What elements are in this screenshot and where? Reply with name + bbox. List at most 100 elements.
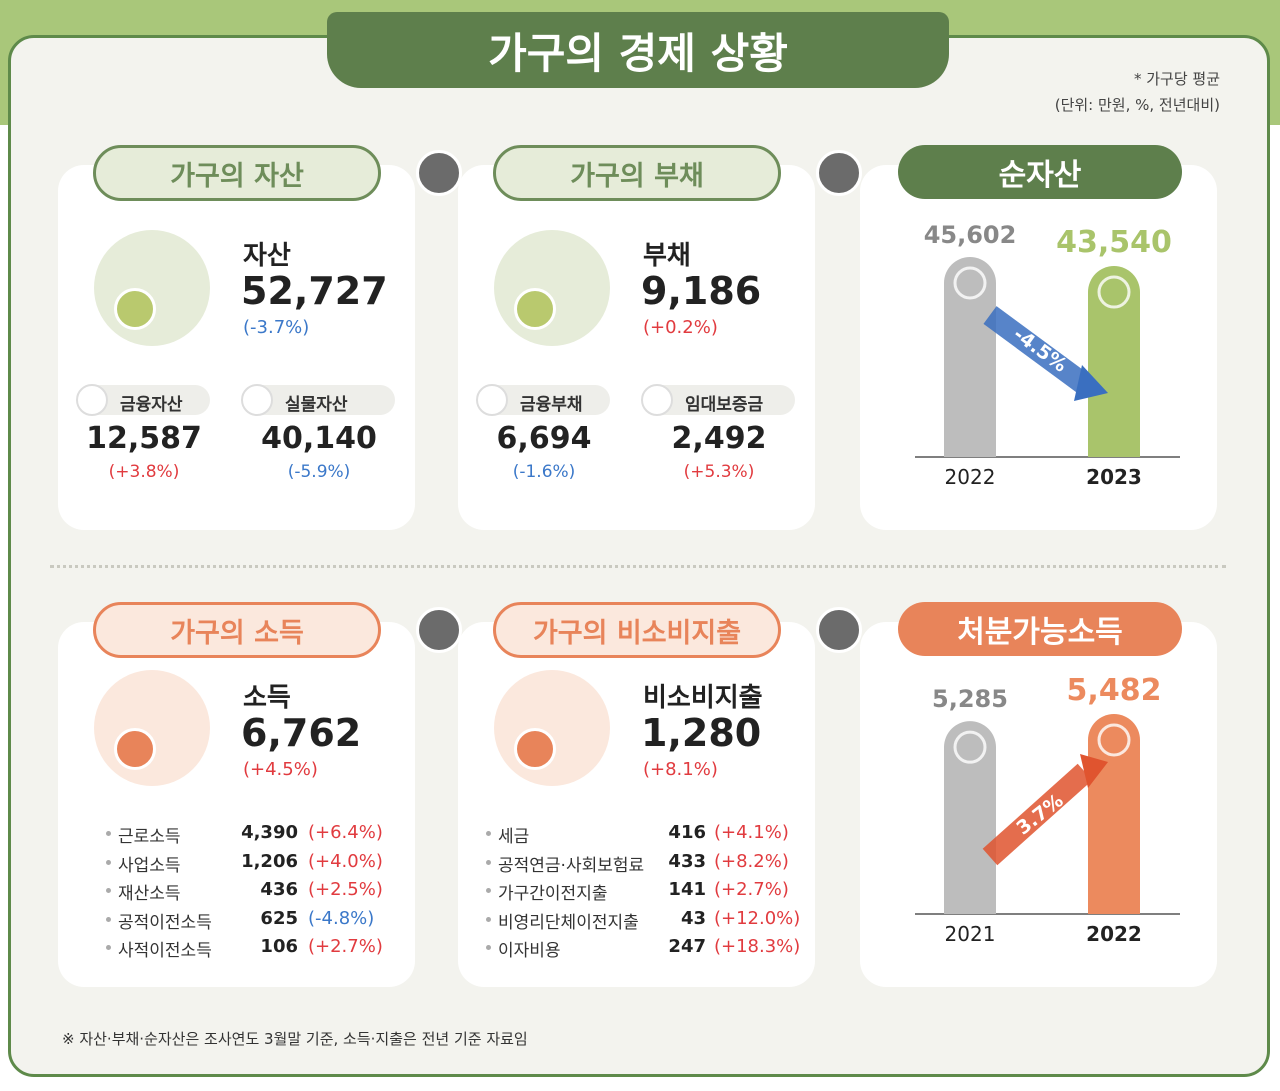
main-change: (-3.7%) — [243, 317, 310, 338]
icon — [94, 230, 210, 346]
icon — [494, 670, 610, 786]
item-badge: 금융부채 — [476, 384, 610, 416]
item-change: (-5.9%) — [287, 462, 351, 482]
panel: 소득 6,762 (+4.5%) 근로소득 4,390 (+6.4%) 사업소득 1,206 (… — [58, 622, 415, 987]
main-value: 9,186 — [641, 269, 762, 313]
item-label: 사업소득 — [118, 855, 181, 876]
item-value: 43 — [680, 907, 706, 929]
main-change: (+0.2%) — [643, 317, 718, 338]
bullet — [106, 888, 111, 893]
value-label: 5,482 — [1067, 673, 1162, 708]
item-icon — [241, 384, 273, 416]
bullet — [106, 859, 111, 865]
main-label: 부채 — [643, 241, 691, 271]
item-value: 4,390 — [241, 822, 298, 843]
item-icon — [641, 384, 673, 416]
coin-icon — [1097, 275, 1131, 309]
panel-title: 순자산 — [898, 145, 1182, 199]
item-label: 실물자산 — [285, 395, 348, 415]
item-change: (+5.3%) — [683, 462, 755, 482]
item-value: 12,587 — [86, 421, 202, 456]
mini-chart: 45,602 2022 43,540 2023 -4.5% — [915, 221, 1180, 489]
mini-chart: 5,285 2021 5,482 2022 3.7% — [915, 673, 1180, 946]
item-change: (+12.0%) — [714, 907, 801, 929]
coin — [514, 288, 556, 330]
coin-icon — [953, 730, 987, 764]
item-value: 247 — [668, 936, 706, 957]
item-label: 공적연금·사회보험료 — [498, 855, 645, 876]
value-label: 5,285 — [932, 685, 1008, 713]
category-label: 2023 — [1086, 465, 1142, 489]
item-value: 433 — [668, 850, 706, 872]
bar — [1088, 266, 1140, 457]
item-value: 2,492 — [671, 421, 767, 456]
panel: 부채 9,186 (+0.2%) 금융부채 6,694 (-1.6%) 임대보증금 2,492… — [458, 165, 815, 530]
value-label: 43,540 — [1056, 225, 1172, 260]
panel-title: 가구의 소득 — [93, 602, 381, 658]
coin — [114, 288, 156, 330]
category-label: 2022 — [1086, 922, 1142, 946]
main-change: (+8.1%) — [643, 759, 718, 780]
item-value: 416 — [668, 822, 706, 843]
panel-title: 처분가능소득 — [898, 602, 1182, 656]
item-value: 106 — [260, 936, 298, 957]
coin — [514, 728, 556, 770]
main-change: (+4.5%) — [243, 759, 318, 780]
item-change: (+3.8%) — [108, 462, 180, 482]
item-change: (-1.6%) — [512, 462, 576, 482]
main-label: 비소비지출 — [643, 683, 763, 713]
item-label: 비영리단체이전지출 — [498, 912, 639, 933]
bullet — [486, 831, 491, 836]
item-label: 임대보증금 — [685, 395, 764, 415]
icon — [94, 670, 210, 786]
bullet — [106, 945, 111, 950]
main-value: 52,727 — [241, 269, 388, 313]
bullet — [486, 916, 491, 922]
unit: (단위: 만원, %, 전년대비) — [1054, 96, 1220, 114]
category-label: 2021 — [945, 922, 996, 946]
page-title: 가구의 경제 상황 — [327, 12, 949, 88]
item-change: (+2.5%) — [308, 879, 383, 900]
coin — [114, 728, 156, 770]
bullet — [486, 888, 491, 893]
footnote: ※ 자산·부채·순자산은 조사연도 3월말 기준, 소득·지출은 전년 기준 자… — [62, 1030, 528, 1048]
coin-icon — [1097, 723, 1131, 757]
arrow-head — [1080, 754, 1108, 788]
main-value: 6,762 — [241, 711, 362, 755]
note: * 가구당 평균 — [1133, 70, 1220, 88]
item-change: (+4.1%) — [714, 822, 789, 843]
item-value: 141 — [668, 879, 706, 900]
icon — [494, 230, 610, 346]
bullet — [486, 859, 491, 865]
item-label: 금융부채 — [520, 395, 583, 415]
operator — [416, 607, 462, 653]
item-change: (+4.0%) — [308, 850, 383, 872]
item-label: 근로소득 — [118, 827, 181, 847]
item-label: 이자비용 — [498, 941, 561, 961]
panel: 45,602 2022 43,540 2023 -4.5% — [860, 165, 1217, 530]
item-value: 436 — [260, 879, 298, 900]
item-label: 가구간이전지출 — [498, 884, 608, 904]
bullet — [486, 945, 491, 950]
category-label: 2022 — [945, 465, 996, 489]
bar — [944, 721, 996, 914]
main-label: 소득 — [243, 683, 291, 713]
unit-note: * 가구당 평균 (단위: 만원, %, 전년대비) — [1055, 66, 1220, 118]
panel: 자산 52,727 (-3.7%) 금융자산 12,587 (+3.8%) 실물자산 40,1… — [58, 165, 415, 530]
operator — [416, 150, 462, 196]
bullet — [106, 831, 111, 836]
item-label: 사적이전소득 — [118, 941, 212, 961]
panel-title: 가구의 자산 — [93, 145, 381, 201]
item-value: 625 — [260, 907, 298, 929]
arrow-head — [1074, 365, 1108, 401]
main-label: 자산 — [243, 241, 291, 271]
operator — [816, 607, 862, 653]
bar — [944, 257, 996, 457]
item-value: 40,140 — [261, 421, 377, 456]
value-label: 45,602 — [924, 221, 1017, 249]
item-change: (+2.7%) — [714, 879, 789, 900]
item-badge: 금융자산 — [76, 384, 210, 416]
item-label: 재산소득 — [118, 884, 181, 904]
separator — [50, 565, 1226, 568]
panel-title: 가구의 비소비지출 — [493, 602, 781, 658]
